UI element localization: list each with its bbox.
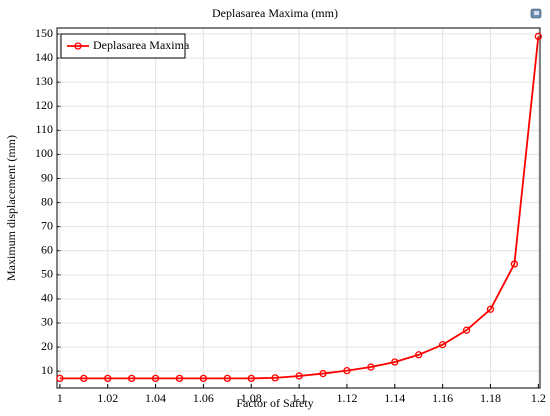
y-tick-label: 90 (41, 170, 53, 184)
data-point (295, 372, 303, 380)
x-tick-label: 1.02 (97, 391, 118, 405)
y-tick-label: 130 (35, 74, 53, 88)
y-tick-label: 10 (41, 363, 53, 377)
x-tick-label: 1.04 (145, 391, 166, 405)
y-tick-label: 150 (35, 26, 53, 40)
data-point (271, 374, 279, 382)
y-tick-label: 30 (41, 315, 53, 329)
legend-marker (74, 42, 82, 50)
data-line (59, 36, 540, 380)
y-tick-label: 140 (35, 50, 53, 64)
data-point (438, 341, 447, 349)
y-tick-label: 70 (41, 218, 53, 232)
data-point (104, 374, 112, 383)
data-point (343, 367, 351, 375)
export-icon[interactable] (530, 8, 542, 19)
x-tick-label: 1.12 (336, 391, 357, 405)
y-tick-label: 50 (41, 267, 53, 281)
x-tick-label: 1.14 (384, 391, 405, 405)
data-point (80, 374, 88, 383)
x-tick-label: 1.18 (480, 391, 501, 405)
x-tick-label: 1.2 (531, 391, 546, 405)
data-point (510, 260, 519, 268)
x-tick-label: 1.1 (292, 391, 307, 405)
data-point (175, 374, 184, 383)
y-tick-label: 40 (41, 291, 53, 305)
data-point (199, 374, 208, 383)
plot-frame (56, 27, 541, 389)
legend-label: Deplasarea Maxima (93, 38, 190, 52)
y-tick-label: 100 (35, 146, 53, 160)
x-tick-label: 1.08 (241, 391, 262, 405)
data-point (56, 374, 64, 383)
x-tick-label: 1.16 (432, 391, 453, 405)
y-tick-label: 120 (35, 98, 53, 112)
data-point (319, 369, 327, 378)
data-point (151, 374, 160, 383)
y-tick-label: 80 (41, 194, 53, 208)
data-point (391, 358, 399, 366)
data-point (367, 363, 375, 371)
y-tick-label: 110 (35, 122, 53, 136)
data-point (534, 32, 542, 41)
data-point (486, 305, 495, 313)
y-tick-label: 60 (41, 242, 53, 256)
chart-title: Deplasarea Maxima (mm) (212, 6, 338, 20)
x-axis-label: Factor of Safety (236, 396, 313, 410)
data-point (247, 374, 255, 383)
x-tick-label: 1.06 (193, 391, 214, 405)
data-point (415, 351, 423, 359)
plot-area (57, 28, 540, 388)
x-tick-label: 1 (57, 391, 63, 405)
data-point (127, 374, 136, 383)
y-axis-label: Maximum displacement (mm) (4, 135, 18, 281)
data-point (462, 326, 471, 334)
data-point (223, 374, 231, 383)
y-tick-label: 20 (41, 339, 53, 353)
